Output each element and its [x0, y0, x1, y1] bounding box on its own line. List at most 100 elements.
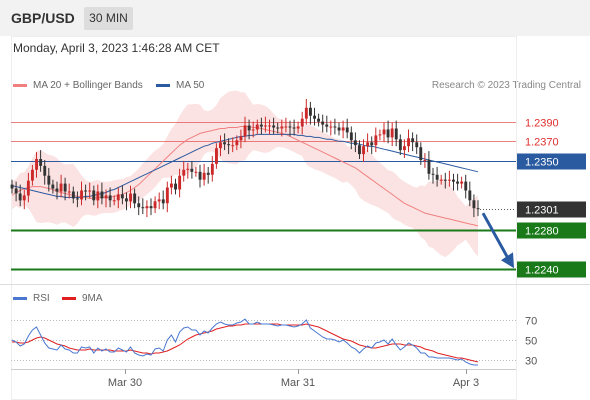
rsi-ma9-line: [12, 323, 479, 363]
candle-body: [219, 142, 222, 149]
candle-body: [341, 127, 345, 131]
candle-body: [198, 171, 202, 180]
candle-body: [88, 190, 92, 192]
legend-ma50: MA 50: [156, 80, 204, 91]
forecast-arrow: [481, 212, 514, 269]
candle-body: [161, 199, 165, 204]
candle-body: [390, 128, 394, 138]
bollinger-band-fill: [12, 90, 478, 258]
candle-body: [100, 191, 104, 199]
level-label-1: 1.2370: [525, 137, 559, 149]
candle-body: [235, 140, 239, 146]
candle-body: [96, 191, 100, 201]
candle-body: [137, 203, 141, 208]
credit-text: Research © 2023 Trading Central: [431, 80, 581, 91]
candle-body: [206, 172, 210, 175]
candle-body: [186, 168, 190, 170]
level-label-2: 1.2350: [525, 157, 559, 169]
candle-body: [407, 138, 410, 147]
candle-body: [10, 184, 14, 189]
level-box-2: [517, 153, 586, 170]
x-axis: Mar 30 Mar 31 Apr 3: [108, 369, 479, 389]
candle-body: [215, 148, 218, 164]
candle-body: [431, 173, 435, 175]
candle-body: [394, 128, 398, 140]
candle-body: [202, 172, 206, 180]
symbol-title: GBP/USD: [11, 10, 75, 26]
candle-body: [14, 188, 18, 194]
candle-body: [435, 174, 439, 180]
legend-ma9-label: 9MA: [82, 293, 103, 304]
legend-ma9-swatch: [62, 296, 76, 300]
candle-body: [349, 132, 353, 141]
bollinger-bands: [12, 90, 478, 258]
candle-body: [243, 125, 247, 137]
candle-body: [345, 127, 349, 133]
candle-body: [374, 135, 378, 146]
candle-body: [84, 190, 87, 192]
candle-body: [378, 134, 382, 136]
candle-body: [251, 129, 255, 131]
legend-rsi: RSI: [13, 293, 50, 304]
candle-body: [125, 198, 128, 202]
candle-body: [223, 142, 226, 145]
candle-body: [468, 190, 472, 201]
legend-bollinger-label: MA 20 + Bollinger Bands: [33, 80, 143, 91]
level-box-5: [517, 261, 586, 278]
candle-body: [76, 198, 79, 200]
level-label-4: 1.2280: [525, 226, 559, 238]
candle-body: [22, 195, 26, 201]
candle-body: [129, 193, 132, 202]
candle-body: [280, 126, 284, 129]
candle-body: [133, 193, 137, 204]
rsi-level-label: 50: [525, 336, 537, 348]
timeframe-button[interactable]: 30 MIN: [84, 7, 133, 30]
candle-body: [182, 169, 186, 176]
key-levels: [11, 122, 516, 271]
forecast-arrow-head: [501, 252, 514, 269]
candle-body: [456, 181, 459, 184]
candle-body: [170, 183, 173, 188]
rsi-panel: 70 50 30: [11, 316, 537, 368]
candle-body: [415, 142, 419, 148]
timestamp: Monday, April 3, 2023 1:46:28 AM CET: [13, 41, 220, 55]
candle-body: [276, 127, 280, 129]
forecast-arrow-shaft: [481, 212, 510, 259]
candle-body: [366, 142, 370, 147]
candle-body: [255, 124, 259, 130]
candle-body: [227, 144, 231, 146]
candle-body: [153, 201, 157, 209]
candle-body: [31, 169, 34, 181]
legend-rsi-swatch: [13, 296, 27, 300]
legend-bollinger-swatch: [13, 83, 27, 87]
candles: [10, 99, 480, 218]
candle-body: [259, 124, 263, 127]
candle-body: [272, 125, 276, 128]
candle-body: [157, 199, 161, 202]
candle-body: [382, 129, 386, 135]
candle-body: [120, 194, 124, 199]
candle-body: [362, 146, 365, 155]
candle-body: [194, 171, 198, 173]
candle-body: [398, 139, 402, 151]
candle-body: [386, 129, 390, 138]
level-label-0: 1.2390: [525, 118, 559, 130]
candle-body: [116, 194, 120, 201]
candle-body: [313, 115, 316, 119]
x-tick-label: Mar 31: [281, 377, 315, 389]
header-bar: GBP/USD 30 MIN: [0, 0, 590, 36]
candle-body: [39, 159, 43, 166]
candle-body: [71, 191, 75, 199]
candle-body: [353, 140, 357, 146]
candle-body: [284, 126, 288, 128]
candle-body: [190, 168, 194, 172]
x-tick-label: Apr 3: [453, 377, 479, 389]
candle-body: [403, 146, 406, 151]
candle-body: [178, 175, 182, 190]
candle-body: [427, 160, 431, 174]
candle-body: [112, 200, 116, 202]
candle-body: [247, 125, 251, 131]
candle-body: [43, 165, 47, 176]
level-label-3: 1.2301: [525, 205, 559, 217]
